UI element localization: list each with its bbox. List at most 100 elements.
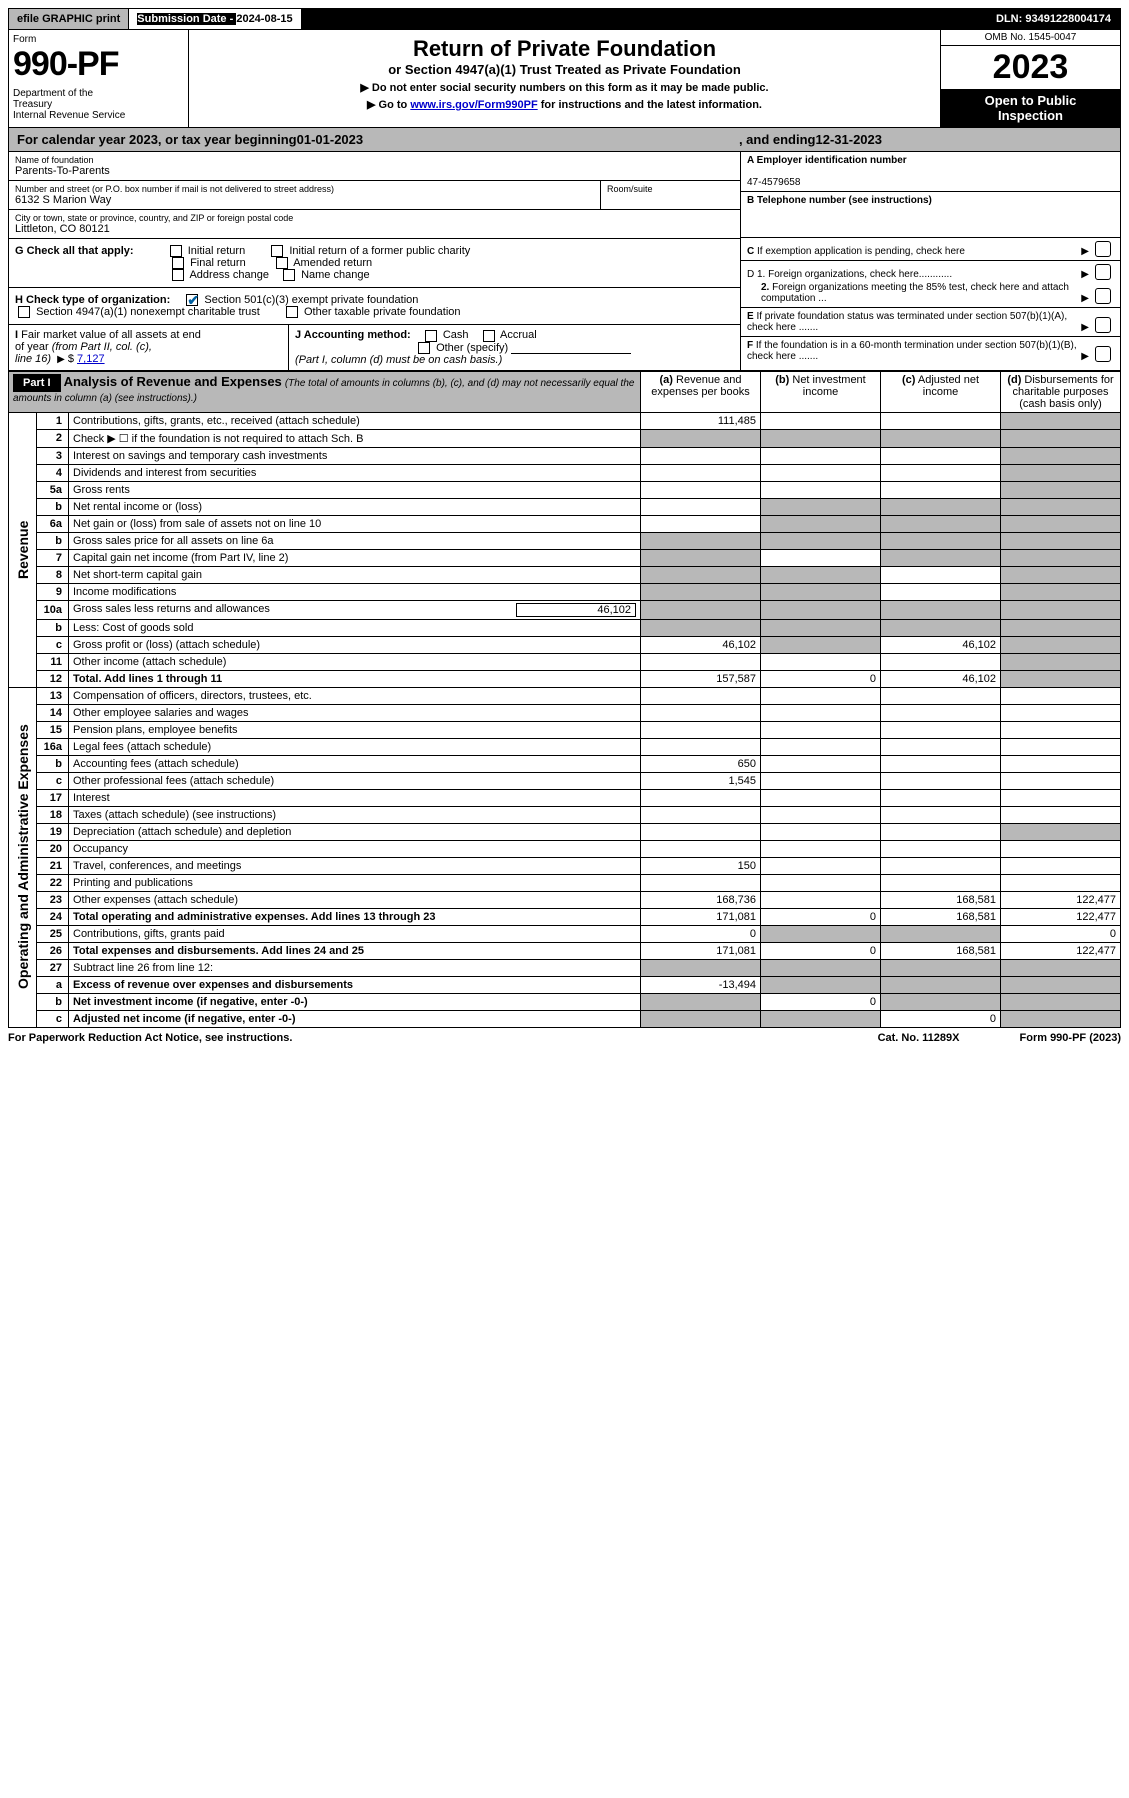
line-number: 24 [37,908,69,925]
table-row: 5aGross rents [9,481,1121,498]
amount-cell [1001,704,1121,721]
amount-cell [761,412,881,429]
table-row: bLess: Cost of goods sold [9,619,1121,636]
amount-cell [881,481,1001,498]
checkbox-d2[interactable] [1095,288,1111,304]
amount-cell [881,772,1001,789]
amount-cell [881,498,1001,515]
checkbox-e[interactable] [1095,317,1111,333]
line-number: 11 [37,653,69,670]
amount-cell [761,464,881,481]
irs-link[interactable]: www.irs.gov/Form990PF [410,99,537,111]
checkbox-amended-return[interactable] [276,257,288,269]
amount-cell [1001,447,1121,464]
efile-button[interactable]: efile GRAPHIC print [9,9,129,29]
fmv-link[interactable]: 7,127 [77,353,105,365]
amount-cell [881,959,1001,976]
amount-cell [1001,429,1121,447]
amount-cell: 171,081 [641,942,761,959]
amount-cell [881,583,1001,600]
table-row: 8Net short-term capital gain [9,566,1121,583]
addr-label: Number and street (or P.O. box number if… [15,184,594,194]
amount-cell [1001,721,1121,738]
checkbox-accrual[interactable] [483,330,495,342]
amount-cell: 168,581 [881,891,1001,908]
table-row: bNet rental income or (loss) [9,498,1121,515]
amount-cell [761,840,881,857]
amount-cell [1001,874,1121,891]
checkbox-4947[interactable] [18,306,30,318]
checkbox-name-change[interactable] [283,269,295,281]
checkbox-final-return[interactable] [172,257,184,269]
amount-cell [1001,857,1121,874]
amount-cell [641,600,761,619]
amount-cell [881,840,1001,857]
table-row: 14Other employee salaries and wages [9,704,1121,721]
table-row: 18Taxes (attach schedule) (see instructi… [9,806,1121,823]
amount-cell [1001,636,1121,653]
line-number: a [37,976,69,993]
table-row: 26Total expenses and disbursements. Add … [9,942,1121,959]
checkbox-f[interactable] [1095,346,1111,362]
amount-cell [761,619,881,636]
amount-cell [761,481,881,498]
line-number: c [37,636,69,653]
section-e: E If private foundation status was termi… [741,308,1120,337]
amount-cell [761,515,881,532]
amount-cell: 0 [1001,925,1121,942]
checkbox-d1[interactable] [1095,264,1111,280]
amount-cell: 46,102 [641,636,761,653]
checkbox-initial-former[interactable] [271,245,283,257]
part1-header: Part I [13,374,61,392]
line-desc: Depreciation (attach schedule) and deple… [69,823,641,840]
amount-cell [1001,687,1121,704]
line-desc: Other professional fees (attach schedule… [69,772,641,789]
line-desc: Net investment income (if negative, ente… [69,993,641,1010]
amount-cell [761,498,881,515]
tax-year-row: For calendar year 2023, or tax year begi… [8,128,1121,152]
amount-cell [641,789,761,806]
amount-cell [881,566,1001,583]
line-desc: Gross rents [69,481,641,498]
amount-cell: 0 [761,670,881,687]
line-number: 3 [37,447,69,464]
table-row: Revenue1Contributions, gifts, grants, et… [9,412,1121,429]
line-desc: Total expenses and disbursements. Add li… [69,942,641,959]
line-number: 14 [37,704,69,721]
amount-cell [881,789,1001,806]
amount-cell [881,738,1001,755]
amount-cell [761,755,881,772]
line-number: b [37,498,69,515]
section-f: F If the foundation is in a 60-month ter… [741,337,1120,365]
table-row: bNet investment income (if negative, ent… [9,993,1121,1010]
amount-cell [1001,789,1121,806]
amount-cell [761,687,881,704]
amount-cell [761,429,881,447]
amount-cell [761,704,881,721]
checkbox-initial-return[interactable] [170,245,182,257]
checkbox-address-change[interactable] [172,269,184,281]
header-mid: Return of Private Foundation or Section … [189,30,940,127]
footer-right: Form 990-PF (2023) [1020,1032,1122,1044]
checkbox-other-method[interactable] [418,342,430,354]
checkbox-c[interactable] [1095,241,1111,257]
checkbox-other-taxable[interactable] [286,306,298,318]
amount-cell [641,566,761,583]
table-row: cAdjusted net income (if negative, enter… [9,1010,1121,1027]
form-label: Form [13,34,184,45]
checkbox-cash[interactable] [425,330,437,342]
line-number: 9 [37,583,69,600]
table-row: 17Interest [9,789,1121,806]
table-row: 9Income modifications [9,583,1121,600]
line-desc: Other employee salaries and wages [69,704,641,721]
line-number: 2 [37,429,69,447]
amount-cell [881,823,1001,840]
amount-cell [1001,1010,1121,1027]
omb-number: OMB No. 1545-0047 [941,30,1120,46]
col-d-header: (d) Disbursements for charitable purpose… [1001,371,1121,412]
amount-cell [881,993,1001,1010]
amount-cell [1001,755,1121,772]
line-desc: Pension plans, employee benefits [69,721,641,738]
amount-cell [881,532,1001,549]
checkbox-501c3[interactable] [186,294,198,306]
